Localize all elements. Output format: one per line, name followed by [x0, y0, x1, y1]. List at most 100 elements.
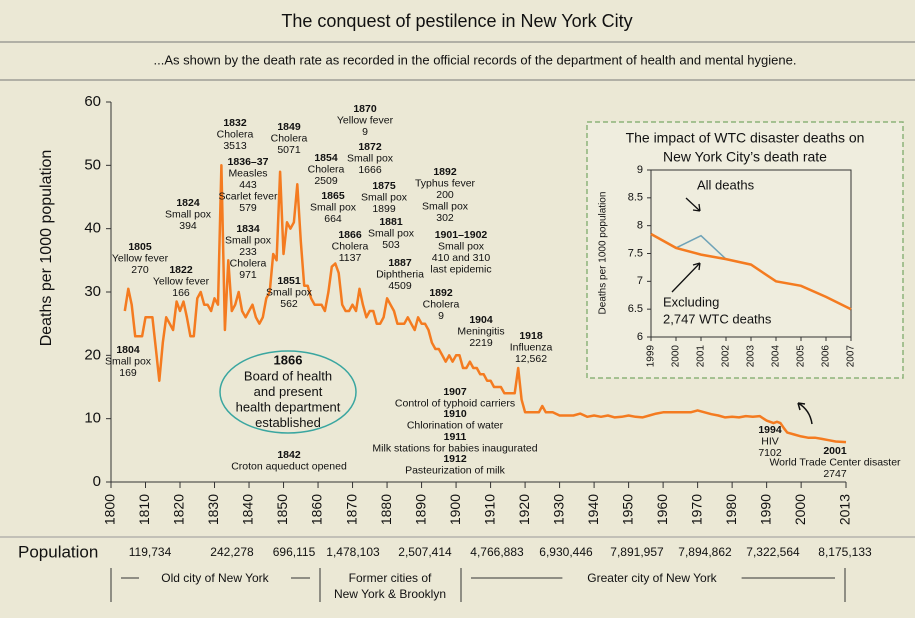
annotation-text: 579	[239, 202, 257, 214]
annotation-year: 1824	[176, 197, 200, 209]
callout-text: Board of health	[244, 368, 332, 383]
y-tick-label: 0	[93, 473, 101, 490]
annotation-text: 394	[179, 220, 197, 232]
x-tick-label: 1890	[412, 494, 428, 525]
annotation-text: 2747	[823, 468, 847, 480]
inset-x-tick-label: 2002	[721, 345, 732, 368]
annotation-year: 1834	[236, 223, 260, 235]
x-tick-label: 1840	[240, 494, 256, 525]
x-tick-label: 1820	[171, 494, 187, 525]
x-tick-label: 1990	[757, 494, 773, 525]
annotation-text: Small pox	[310, 201, 357, 213]
inset-line	[675, 234, 727, 260]
inset-series-note: 2,747 WTC deaths	[663, 311, 772, 326]
annotation-text: 233	[239, 246, 257, 258]
annotation-year: 1901–1902	[435, 229, 488, 241]
annotation-year: 1912	[443, 453, 467, 465]
x-tick-label: 1810	[136, 494, 152, 525]
x-tick-label: 1960	[654, 494, 670, 525]
inset-title: New York City’s death rate	[663, 149, 827, 165]
x-tick-label: 1970	[688, 494, 704, 525]
annotation-text: Small pox	[361, 191, 408, 203]
annotation-text: Small pox	[225, 234, 272, 246]
annotation-text: 270	[131, 264, 149, 276]
population-value: 7,891,957	[610, 545, 664, 559]
annotation-text: Control of typhoid carriers	[395, 397, 515, 409]
annotation-text: Small pox	[438, 240, 485, 252]
annotation-year: 1822	[169, 264, 193, 276]
annotation-text: Croton aqueduct opened	[231, 460, 347, 472]
annotation-text: 3513	[223, 140, 247, 152]
population-value: 7,322,564	[746, 545, 800, 559]
x-tick-label: 1920	[516, 494, 532, 525]
inset-series-label: All deaths	[697, 177, 755, 192]
annotation-text: Diphtheria	[376, 268, 424, 280]
annotation-text: 9	[362, 126, 368, 138]
x-tick-label: 1870	[343, 494, 359, 525]
annotation-text: 302	[436, 212, 454, 224]
population-value: 1,478,103	[326, 545, 380, 559]
population-value: 119,734	[129, 545, 172, 559]
annotation-year: 1907	[443, 386, 467, 398]
arrow	[797, 402, 813, 425]
population-value: 4,766,883	[470, 545, 524, 559]
inset-y-tick-label: 8	[637, 220, 643, 232]
callout-year: 1866	[274, 352, 303, 367]
annotation-year: 1865	[321, 190, 345, 202]
inset-y-tick-label: 6.5	[628, 303, 643, 315]
population-value: 6,930,446	[539, 545, 593, 559]
annotation-text: 200	[436, 189, 454, 201]
annotation-text: Scarlet fever	[219, 190, 278, 202]
annotation-year: 1872	[358, 141, 382, 153]
inset-y-tick-label: 6	[637, 331, 643, 343]
annotation-text: HIV	[761, 435, 779, 447]
inset-title: The impact of WTC disaster deaths on	[626, 130, 865, 146]
annotation-year: 1887	[388, 257, 412, 269]
annotation-text: 2219	[469, 337, 493, 349]
inset-series-label: Excluding	[663, 294, 719, 309]
annotation-text: 664	[324, 213, 342, 225]
inset-y-tick-label: 9	[637, 164, 643, 176]
chart-title: The conquest of pestilence in New York C…	[281, 11, 632, 31]
y-tick-label: 40	[84, 220, 101, 237]
annotation-text: 9	[438, 310, 444, 322]
annotation-text: World Trade Center disaster	[769, 456, 901, 468]
annotation-text: Influenza	[510, 341, 553, 353]
inset-x-tick-label: 2003	[746, 345, 757, 368]
annotation-text: 166	[172, 287, 190, 299]
annotation-text: Pasteurization of milk	[405, 464, 506, 476]
annotation-text: 2509	[314, 175, 338, 187]
inset-y-label: Deaths per 1000 population	[598, 192, 609, 315]
inset-panel	[586, 121, 904, 379]
annotation-year: 1910	[443, 408, 467, 420]
annotation-year: 1804	[116, 344, 140, 356]
annotation-year: 1854	[314, 152, 338, 164]
annotation-text: Typhus fever	[415, 177, 476, 189]
annotation-text: Small pox	[165, 208, 212, 220]
annotation-text: Small pox	[105, 355, 152, 367]
callout-text: established	[255, 415, 321, 430]
callout-ellipse	[219, 350, 357, 434]
y-tick-label: 10	[84, 410, 101, 427]
x-tick-label: 1940	[585, 494, 601, 525]
population-value: 8,175,133	[818, 545, 872, 559]
y-axis-label: Deaths per 1000 population	[38, 150, 55, 347]
annotation-text: Yellow fever	[112, 252, 169, 264]
x-tick-label: 1850	[274, 494, 290, 525]
y-tick-label: 50	[84, 156, 101, 173]
callout-text: health department	[236, 399, 341, 414]
annotation-text: 4509	[388, 280, 412, 292]
annotation-text: 7102	[758, 447, 782, 459]
x-tick-label: 1950	[619, 494, 635, 525]
callout-text: and present	[254, 384, 323, 399]
annotation-text: 971	[239, 269, 257, 281]
x-tick-label: 1800	[102, 494, 118, 525]
chart-subtitle: ...As shown by the death rate as recorde…	[154, 52, 797, 67]
y-tick-label: 30	[84, 283, 101, 300]
annotation-year: 1842	[277, 449, 301, 461]
inset-line	[650, 232, 852, 311]
annotation-text: Measles	[228, 167, 267, 179]
annotation-year: 1892	[429, 287, 453, 299]
annotation-text: 503	[382, 239, 400, 251]
